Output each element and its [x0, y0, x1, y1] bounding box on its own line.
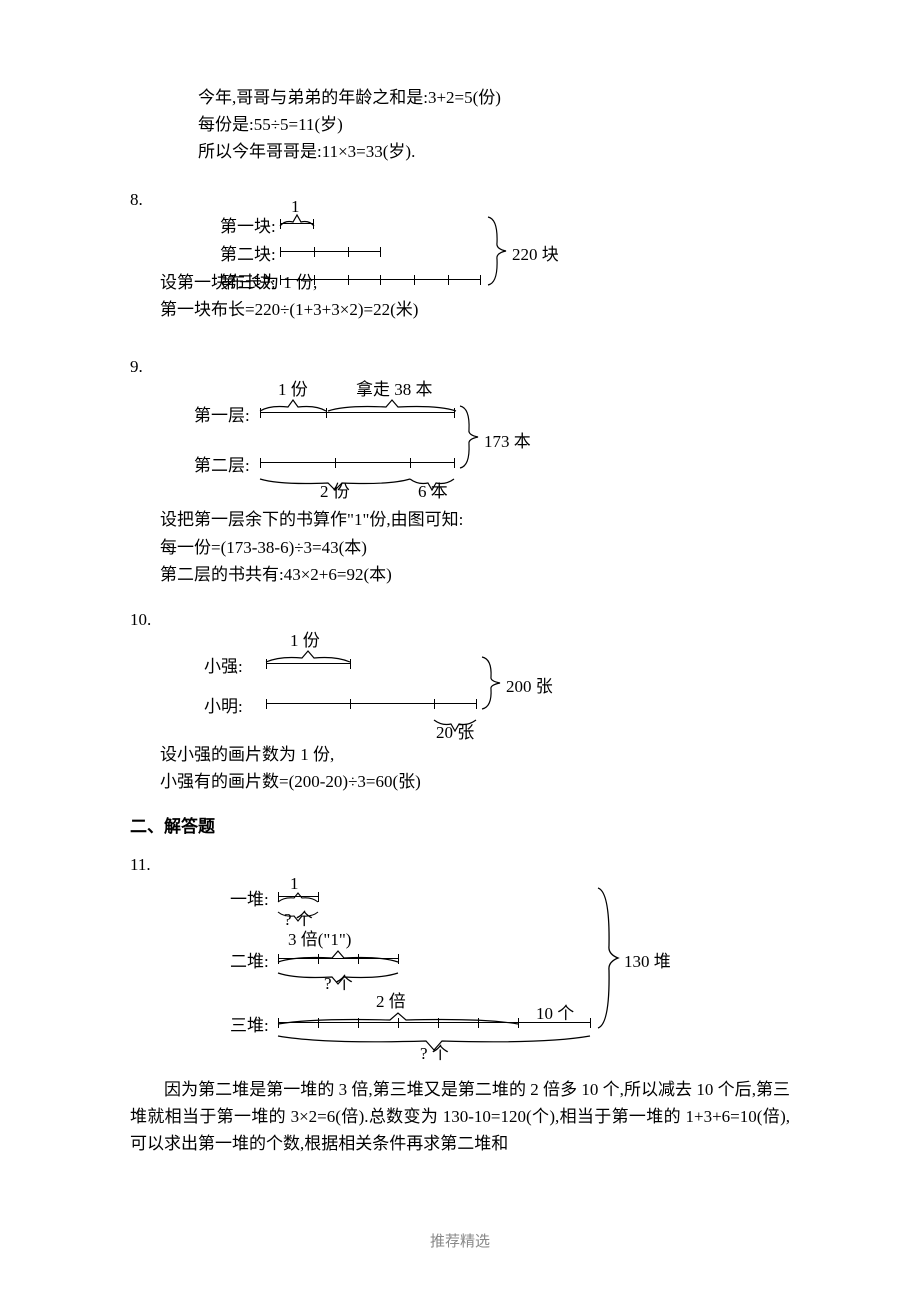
problem-8: 8. 1 第一块: 第二块: 第三块: [130, 186, 790, 360]
right-total: 173 本 [484, 428, 531, 455]
label-10ge: 10 个 [536, 1000, 574, 1027]
row2-bar [266, 703, 476, 704]
problem-number: 10. [130, 606, 154, 633]
label-q2: ? 个 [324, 970, 353, 997]
brace-top-icon [266, 645, 350, 672]
diagram-9: 1 份 拿走 38 本 第一层: 第二层: [160, 380, 790, 500]
brace-right-icon [598, 888, 618, 1036]
right-total: 130 堆 [624, 948, 671, 975]
row2-label: 二堆: [230, 948, 269, 975]
row1-label: 小强: [204, 653, 243, 680]
intro-block: 今年,哥哥与弟弟的年龄之和是:3+2=5(份) 每份是:55÷5=11(岁) 所… [198, 84, 790, 166]
brace-right-icon [482, 657, 500, 717]
intro-line-2: 每份是:55÷5=11(岁) [198, 111, 790, 138]
p8-line-b: 第一块布长=220÷(1+3+3×2)=22(米) [160, 296, 790, 323]
p8-line-a: 设第一块布长为 1 份, [160, 269, 790, 296]
footer-text: 推荐精选 [0, 1230, 920, 1254]
diagram-10: 1 份 小强: 小明: 20 张 [160, 633, 790, 741]
brace-right-icon [460, 406, 478, 476]
p10-line-2: 小强有的画片数=(200-20)÷3=60(张) [160, 768, 790, 795]
p9-line-1: 设把第一层余下的书算作"1"份,由图可知: [160, 506, 790, 533]
row1-bar [266, 663, 350, 664]
right-total: 220 块 [512, 241, 559, 268]
label-2fen: 2 份 [320, 478, 350, 505]
row2-label: 第二块: [220, 241, 276, 268]
intro-line-3: 所以今年哥哥是:11×3=33(岁). [198, 138, 790, 165]
problem-10: 10. 1 份 小强: 小明: [130, 606, 790, 796]
p9-line-2: 每一份=(173-38-6)÷3=43(本) [160, 534, 790, 561]
row1-label: 一堆: [230, 886, 269, 913]
p11-body: 因为第二堆是第一堆的 3 倍,第三堆又是第二堆的 2 倍多 10 个,所以减去 … [130, 1076, 790, 1158]
problem-number: 11. [130, 851, 154, 878]
p10-line-1: 设小强的画片数为 1 份, [160, 741, 790, 768]
section-2-title: 二、解答题 [130, 813, 790, 840]
problem-11: 11. 1 一堆: ? 个 3 倍("1") [130, 851, 790, 1158]
row1-bar [260, 412, 454, 413]
label-q3: ? 个 [420, 1040, 449, 1067]
row1-bar [278, 896, 318, 897]
row1-bar [280, 223, 314, 224]
right-total: 200 张 [506, 673, 553, 700]
brace-1fen-icon [260, 394, 326, 421]
intro-line-1: 今年,哥哥与弟弟的年龄之和是:3+2=5(份) [198, 84, 790, 111]
row2-bar [280, 251, 380, 252]
problem-9: 9. 1 份 拿走 38 本 第一层: 第二层: [130, 353, 790, 588]
page: 今年,哥哥与弟弟的年龄之和是:3+2=5(份) 每份是:55÷5=11(岁) 所… [0, 0, 920, 1302]
label-20: 20 张 [436, 719, 474, 746]
row2-bar [260, 462, 454, 463]
problem-number: 8. [130, 186, 154, 213]
row1-label: 第一块: [220, 213, 276, 240]
row3-bar [278, 1022, 590, 1023]
row3-label: 三堆: [230, 1012, 269, 1039]
diagram-11: 1 一堆: ? 个 3 倍("1") 二堆: [160, 878, 790, 1068]
row2-label: 小明: [204, 693, 243, 720]
row2-label: 第二层: [194, 452, 250, 479]
problem-number: 9. [130, 353, 154, 380]
p9-line-3: 第二层的书共有:43×2+6=92(本) [160, 561, 790, 588]
row2-bar [278, 958, 398, 959]
label-6ben: 6 本 [418, 478, 448, 505]
brace-38-icon [328, 394, 456, 421]
row1-label: 第一层: [194, 402, 250, 429]
